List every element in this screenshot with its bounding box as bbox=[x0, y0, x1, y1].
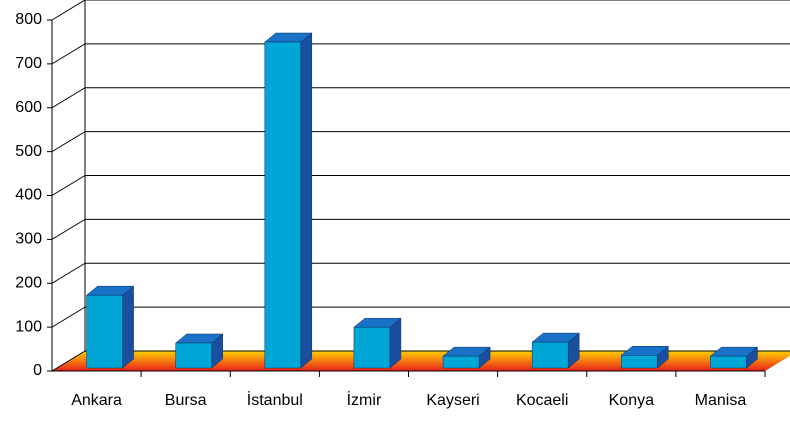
y-tick-label: 500 bbox=[15, 143, 42, 160]
bar bbox=[86, 294, 123, 369]
x-tick-label: Kocaeli bbox=[516, 392, 568, 409]
x-tick-label: Konya bbox=[609, 392, 654, 409]
bar-side bbox=[300, 32, 313, 369]
grid-line-side bbox=[51, 131, 86, 153]
x-tick-label: Ankara bbox=[71, 392, 122, 409]
grid-line-side bbox=[51, 87, 86, 109]
y-tick-label: 300 bbox=[15, 231, 42, 248]
grid-line-side bbox=[51, 218, 86, 240]
bar bbox=[621, 355, 658, 369]
grid-line-side bbox=[51, 175, 86, 196]
bar bbox=[353, 326, 391, 369]
y-tick-label: 700 bbox=[15, 55, 42, 72]
x-tick-label: Manisa bbox=[695, 392, 747, 409]
y-tick-label: 600 bbox=[15, 99, 42, 116]
bar bbox=[264, 41, 302, 369]
y-tick-label: 0 bbox=[33, 362, 42, 379]
grid-line-side bbox=[51, 262, 86, 284]
bar bbox=[442, 355, 480, 369]
bar bbox=[710, 355, 747, 369]
y-tick-label: 400 bbox=[15, 187, 42, 204]
x-tick-label: Kayseri bbox=[426, 392, 479, 409]
grid-line-side bbox=[51, 306, 86, 328]
floor bbox=[52, 351, 790, 371]
y-tick-label: 100 bbox=[15, 318, 42, 335]
bar bbox=[531, 341, 569, 369]
grid-line-side bbox=[51, 350, 86, 372]
x-tick-label: Bursa bbox=[165, 392, 207, 409]
grid-line-side bbox=[51, 0, 86, 21]
y-tick-label: 200 bbox=[15, 274, 42, 291]
y-tick-label: 800 bbox=[15, 11, 42, 28]
x-tick-label: İzmir bbox=[347, 390, 382, 409]
bar bbox=[175, 342, 212, 369]
grid-line-side bbox=[51, 43, 86, 65]
x-tick-label: İstanbul bbox=[247, 390, 303, 409]
bar-side bbox=[122, 285, 134, 369]
